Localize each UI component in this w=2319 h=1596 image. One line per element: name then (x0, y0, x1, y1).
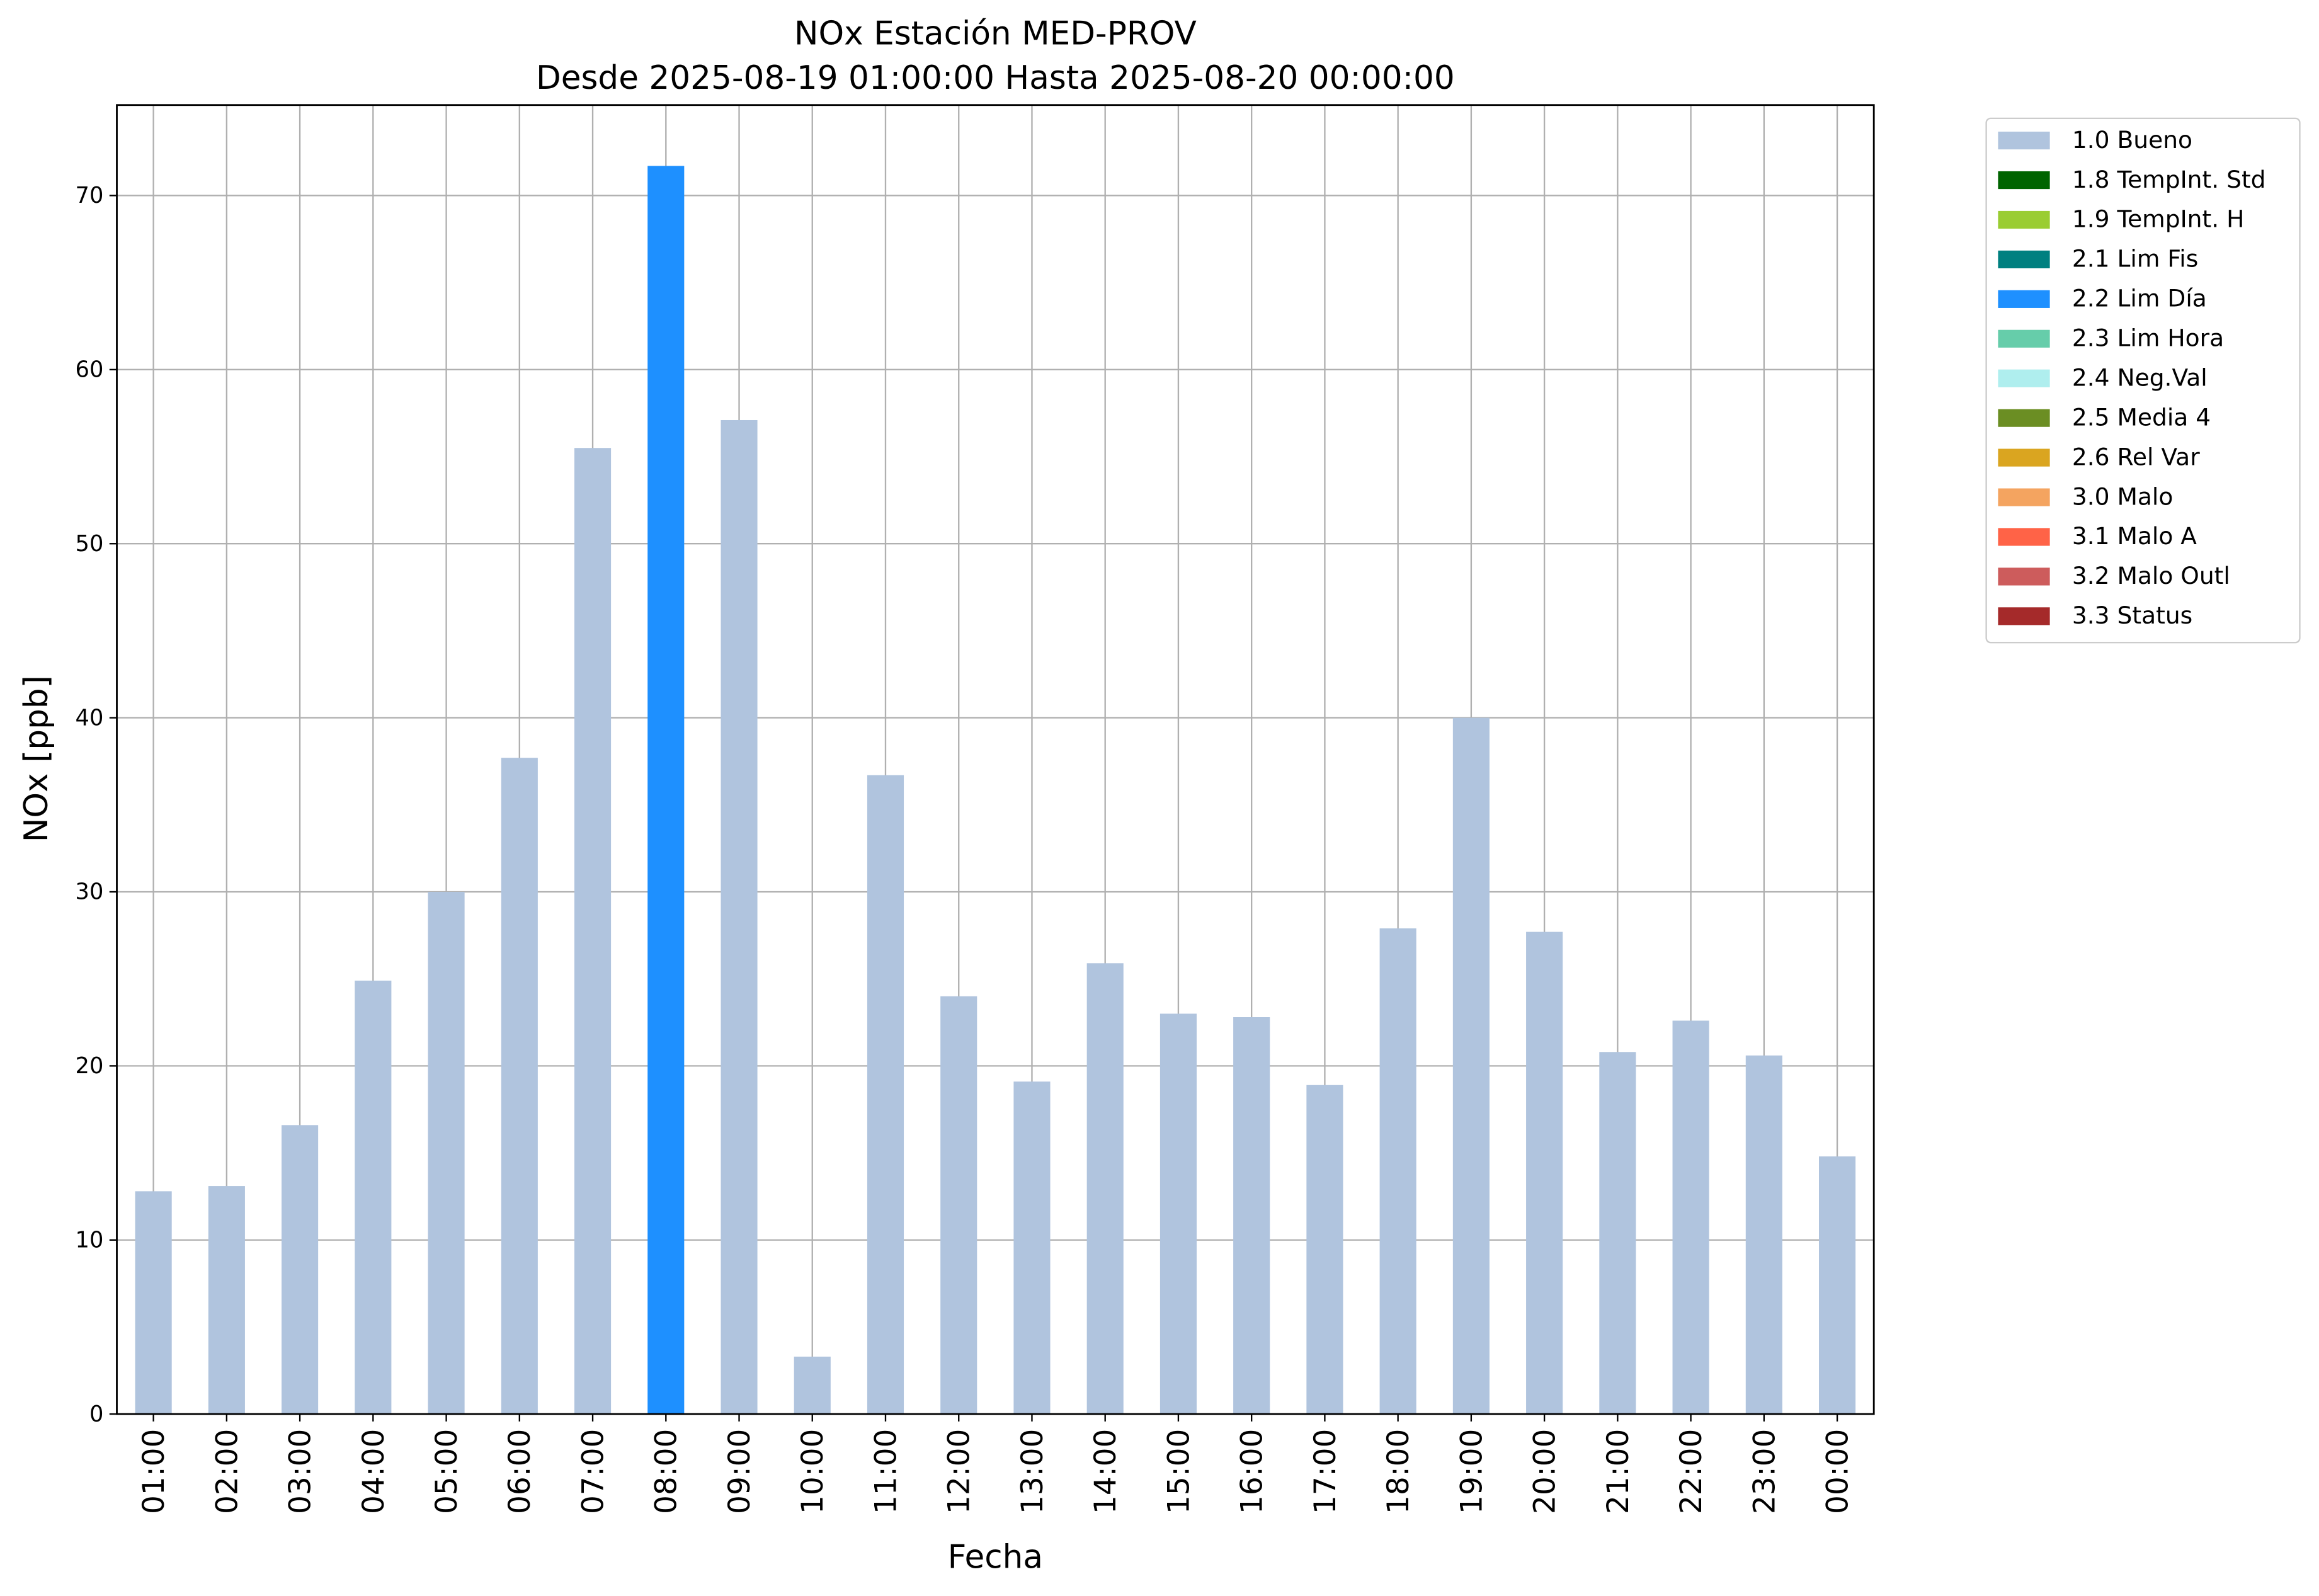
bar (282, 1125, 319, 1415)
y-tick-label: 70 (76, 183, 104, 208)
legend-swatch (1998, 369, 2050, 387)
x-tick-label: 09:00 (722, 1429, 757, 1514)
legend-label: 2.5 Media 4 (2072, 403, 2211, 431)
x-tick-label: 04:00 (356, 1429, 391, 1514)
y-tick-label: 20 (76, 1053, 104, 1079)
x-tick-label: 13:00 (1015, 1429, 1050, 1514)
bar (428, 891, 465, 1415)
x-tick-label: 22:00 (1674, 1429, 1709, 1514)
legend-label: 1.0 Bueno (2072, 126, 2192, 154)
legend-label: 2.4 Neg.Val (2072, 363, 2208, 391)
legend-box (1985, 117, 2301, 644)
x-tick-label: 17:00 (1308, 1429, 1343, 1514)
legend-label: 3.3 Status (2072, 601, 2192, 629)
x-tick-label: 03:00 (283, 1429, 318, 1514)
legend-label: 3.2 Malo Outl (2072, 562, 2230, 590)
legend-swatch (1998, 528, 2050, 546)
y-tick-label: 40 (76, 705, 104, 731)
legend-label: 2.3 Lim Hora (2072, 324, 2224, 352)
bar (1086, 963, 1124, 1415)
plot-frame (116, 104, 1875, 1415)
bar (1379, 928, 1416, 1415)
legend-swatch (1998, 210, 2050, 229)
x-tick-label: 10:00 (795, 1429, 830, 1514)
legend-label: 3.0 Malo (2072, 482, 2174, 510)
bar (1745, 1055, 1782, 1415)
bar (1160, 1013, 1197, 1415)
bar (867, 775, 904, 1415)
legend-label: 1.8 TempInt. Std (2072, 166, 2266, 193)
y-tick-label: 0 (89, 1401, 103, 1427)
legend-label: 3.1 Malo A (2072, 522, 2197, 550)
x-axis-label: Fecha (948, 1538, 1043, 1576)
y-tick-label: 50 (76, 531, 104, 557)
chart-title: NOx Estación MED-PROV (794, 14, 1197, 52)
x-tick-label: 14:00 (1088, 1429, 1123, 1514)
y-tick-label: 30 (76, 879, 104, 905)
bar (1526, 932, 1563, 1415)
bar (1233, 1017, 1270, 1415)
legend-swatch (1998, 409, 2050, 427)
x-tick-label: 02:00 (210, 1429, 244, 1514)
y-tick-label: 60 (76, 357, 104, 383)
x-tick-label: 01:00 (137, 1429, 171, 1514)
legend-swatch (1998, 448, 2050, 467)
x-tick-label: 15:00 (1161, 1429, 1196, 1514)
x-tick-label: 00:00 (1821, 1429, 1855, 1514)
y-axis-label: NOx [ppb] (18, 675, 55, 842)
bar (1452, 717, 1490, 1415)
x-tick-label: 23:00 (1747, 1429, 1782, 1514)
x-tick-label: 12:00 (942, 1429, 977, 1514)
legend-label: 1.9 TempInt. H (2072, 205, 2245, 233)
bar (135, 1191, 172, 1415)
legend-swatch (1998, 132, 2050, 150)
x-tick-label: 08:00 (649, 1429, 684, 1514)
x-tick-label: 19:00 (1454, 1429, 1489, 1514)
chart-subtitle: Desde 2025-08-19 01:00:00 Hasta 2025-08-… (536, 59, 1455, 97)
x-tick-label: 11:00 (869, 1429, 903, 1514)
bar (940, 996, 977, 1415)
bar (574, 448, 612, 1415)
bar (1599, 1052, 1636, 1415)
x-tick-label: 21:00 (1601, 1429, 1636, 1514)
legend-swatch (1998, 329, 2050, 348)
legend-swatch (1998, 250, 2050, 269)
legend-label: 2.1 Lim Fis (2072, 245, 2198, 273)
x-tick-label: 16:00 (1235, 1429, 1270, 1514)
bar (1672, 1020, 1709, 1415)
legend-label: 2.2 Lim Día (2072, 285, 2207, 312)
bar (501, 758, 538, 1415)
bar (208, 1186, 245, 1415)
y-tick-label: 10 (76, 1227, 104, 1253)
bar (1819, 1156, 1856, 1415)
bar (721, 419, 758, 1415)
legend-swatch (1998, 567, 2050, 586)
x-tick-label: 05:00 (430, 1429, 464, 1514)
bar (647, 166, 685, 1415)
x-tick-label: 06:00 (503, 1429, 537, 1514)
legend-label: 2.6 Rel Var (2072, 443, 2200, 470)
bar (794, 1356, 831, 1415)
bar (1013, 1081, 1051, 1415)
x-tick-label: 07:00 (576, 1429, 610, 1514)
legend-swatch (1998, 290, 2050, 308)
legend-swatch (1998, 607, 2050, 625)
legend-swatch (1998, 488, 2050, 506)
legend-swatch (1998, 171, 2050, 190)
bar (1306, 1085, 1343, 1415)
bar (355, 980, 392, 1415)
x-tick-label: 18:00 (1381, 1429, 1416, 1514)
x-tick-label: 20:00 (1528, 1429, 1563, 1514)
